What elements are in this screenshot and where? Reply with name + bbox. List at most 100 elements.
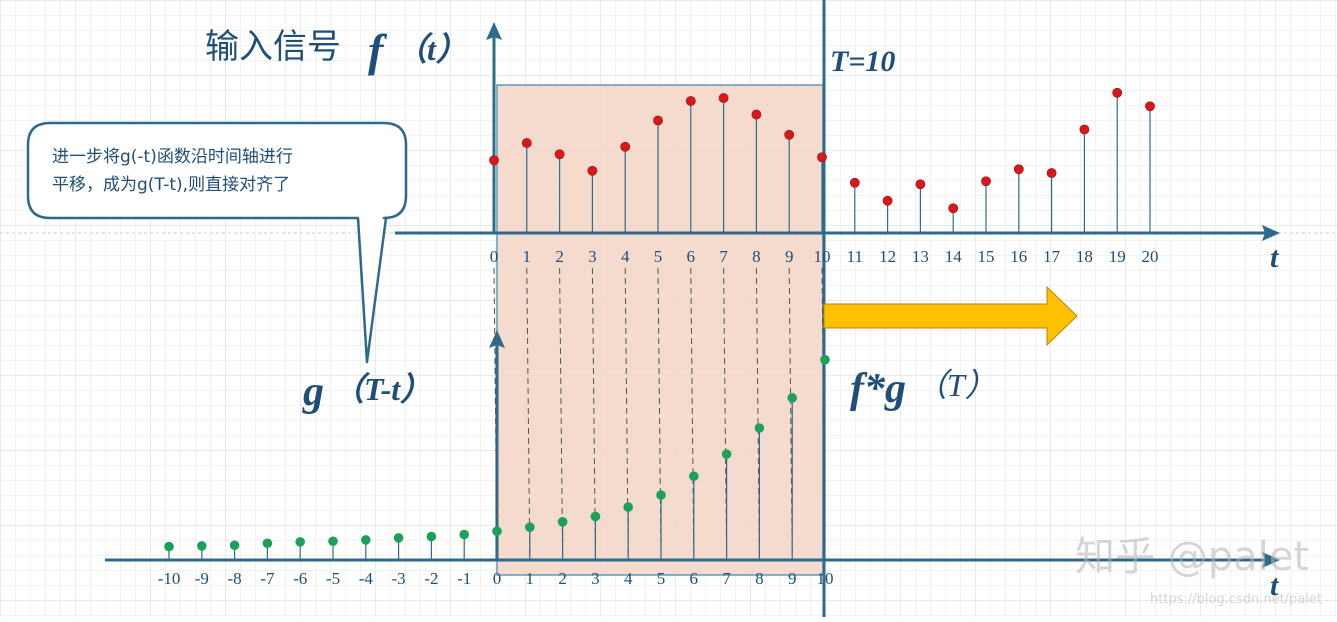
bottom-tick-labels: -10 -9 -8 -7 -6 -5 -4 -3 -2 -1 0 1 2 3 4 5 6 7 8 9 10 [158,569,834,588]
f-point [948,203,959,214]
bottom-tick-label: 6 [690,569,699,588]
shift-arrow [823,285,1078,347]
g-point [689,471,699,482]
top-tick-label: 18 [1076,247,1093,266]
top-tick-label: 0 [490,247,499,266]
top-x-arrow [1262,225,1280,241]
top-y-arrow [486,22,502,40]
alignment-connector [526,267,531,556]
f-point [1046,168,1057,178]
f-point [1145,101,1155,112]
f-point [554,149,565,160]
f-stems [489,87,1155,233]
g-point [295,537,306,547]
g-point [623,502,633,512]
top-tick-label: 12 [879,247,896,266]
callout-line-2: 平移，成为g(T-t),则直接对齐了 [52,175,290,195]
g-point [426,531,437,542]
f-point [587,165,598,176]
g-label-g: g [302,369,324,415]
bottom-tick-label: -6 [293,569,307,588]
alignment-connector [723,267,728,556]
alignment-connector [788,267,793,556]
g-stems [164,354,830,560]
top-tick-label: 13 [912,247,929,266]
f-point [521,138,532,148]
alignment-connector [493,267,498,556]
input-title-cn: 输入信号 [205,27,341,67]
bottom-tick-label: 10 [817,569,834,588]
g-point [197,541,207,551]
top-tick-label: 6 [687,247,696,266]
bottom-tick-label: 4 [624,569,633,588]
bottom-tick-label: 0 [493,569,502,588]
g-point [754,423,765,433]
bottom-tick-label: -10 [158,569,181,588]
top-tick-label: 5 [654,247,663,266]
bottom-tick-label: 1 [526,569,535,588]
f-point [981,176,991,187]
bottom-tick-label: -8 [228,569,242,588]
callout-bubble [26,121,408,364]
top-tick-label: 7 [719,247,728,266]
bottom-tick-label: -9 [195,569,209,588]
top-tick-label: 1 [523,247,532,266]
fg-label-fg: f*g [850,366,906,412]
f-point [489,155,499,166]
g-point [262,538,273,549]
top-tick-label: 20 [1142,247,1159,266]
f-point [718,93,729,103]
bottom-tick-label: -4 [359,569,374,588]
top-tick-label: 10 [814,247,831,266]
watermark-text: 知乎 @palet [1075,534,1309,580]
bottom-y-arrow [489,330,505,348]
f-point [1079,124,1090,135]
top-tick-label: 3 [588,247,597,266]
f-point [1112,87,1123,98]
f-point [685,96,696,106]
bottom-x-arrow [1262,552,1280,568]
f-point [784,129,795,140]
f-point [882,195,893,206]
g-point [525,522,535,532]
alignment-connector [821,267,826,556]
g-point [393,533,404,543]
fg-label-rest: （T） [915,367,997,403]
alignment-connector [657,267,662,556]
watermark-url: https://blog.csdn.net/palet [1150,592,1322,607]
bottom-tick-label: -1 [457,569,471,588]
g-point [656,490,666,500]
alignment-connector [755,267,760,556]
top-tick-label: 17 [1043,247,1061,266]
g-point [557,517,568,527]
input-title-t: （t） [395,31,468,67]
top-tick-label: 16 [1010,247,1027,266]
f-point [915,179,926,190]
f-point [849,177,860,188]
top-tick-labels: 0 1 2 3 4 5 6 7 8 9 10 11 12 13 14 15 16 17 18 19 20 [490,247,1159,266]
top-tick-label: 11 [847,247,863,266]
f-point [817,152,827,163]
input-title-f: f [368,25,388,76]
f-point [1013,164,1024,175]
top-tick-label: 2 [555,247,564,266]
top-tick-label: 9 [785,247,794,266]
g-point [492,526,502,536]
top-tick-label: 15 [978,247,995,266]
top-tick-label: 19 [1109,247,1126,266]
top-t-axis-label: t [1270,241,1280,274]
bottom-tick-label: -3 [392,569,406,588]
bottom-tick-label: 7 [722,569,731,588]
alignment-connector [591,267,596,556]
alignment-connector [559,267,564,556]
g-point [361,535,371,545]
T-label: T=10 [830,45,895,78]
bottom-t-axis-label: t [1270,569,1280,602]
g-label-rest: （T-t） [332,371,432,407]
f-point [751,109,762,120]
g-point [229,540,240,551]
bottom-tick-label: 9 [788,569,797,588]
g-point [164,541,174,552]
g-point [787,393,797,403]
